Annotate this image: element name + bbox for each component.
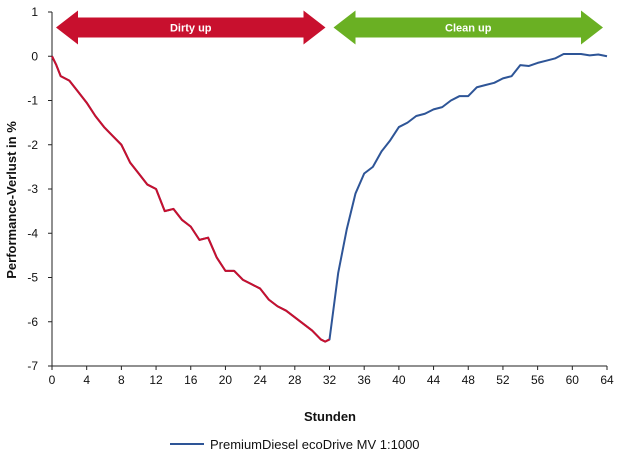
- y-axis-ticks: 1 0 -1 -2 -3 -4 -5 -6 -7: [27, 5, 52, 373]
- x-tick-label: 16: [184, 373, 198, 387]
- x-tick-label: 4: [83, 373, 90, 387]
- y-tick-label: -5: [27, 271, 38, 285]
- x-tick-label: 20: [219, 373, 233, 387]
- x-tick-label: 0: [49, 373, 56, 387]
- x-axis-title: Stunden: [304, 409, 356, 424]
- y-tick-label: -4: [27, 226, 38, 240]
- phase-bands: Dirty up Clean up: [56, 10, 603, 45]
- x-tick-label: 8: [118, 373, 125, 387]
- y-axis-title: Performance-Verlust in %: [4, 121, 19, 279]
- phase-arrow-0: [56, 10, 326, 45]
- x-tick-label: 12: [149, 373, 163, 387]
- y-tick-label: -7: [27, 359, 38, 373]
- x-tick-label: 48: [462, 373, 476, 387]
- y-tick-label: -3: [27, 182, 38, 196]
- legend: PremiumDiesel ecoDrive MV 1:1000: [170, 437, 420, 452]
- x-tick-label: 44: [427, 373, 441, 387]
- x-tick-label: 60: [566, 373, 580, 387]
- y-tick-label: 1: [31, 5, 38, 19]
- x-tick-label: 64: [600, 373, 614, 387]
- x-tick-label: 36: [358, 373, 372, 387]
- legend-label: PremiumDiesel ecoDrive MV 1:1000: [210, 437, 420, 452]
- x-tick-label: 40: [392, 373, 406, 387]
- series-line-0: [51, 53, 608, 343]
- phase-label-1: Clean up: [445, 22, 492, 34]
- x-tick-label: 28: [288, 373, 302, 387]
- phase-arrow-1: [333, 10, 603, 45]
- x-tick-label: 24: [253, 373, 267, 387]
- y-tick-label: -2: [27, 138, 38, 152]
- x-tick-label: 32: [323, 373, 337, 387]
- series-lines: [51, 53, 608, 343]
- series-line-dirty-segment-0: [51, 55, 330, 343]
- x-axis-ticks: 0 4 8 12 16 20 24 28 32 36 40 44 48 52 56 60 64: [49, 366, 614, 387]
- phase-label-0: Dirty up: [170, 22, 212, 34]
- x-tick-label: 56: [531, 373, 545, 387]
- y-tick-label: -6: [27, 315, 38, 329]
- x-tick-label: 52: [496, 373, 510, 387]
- y-tick-label: 0: [31, 49, 38, 63]
- y-tick-label: -1: [27, 94, 38, 108]
